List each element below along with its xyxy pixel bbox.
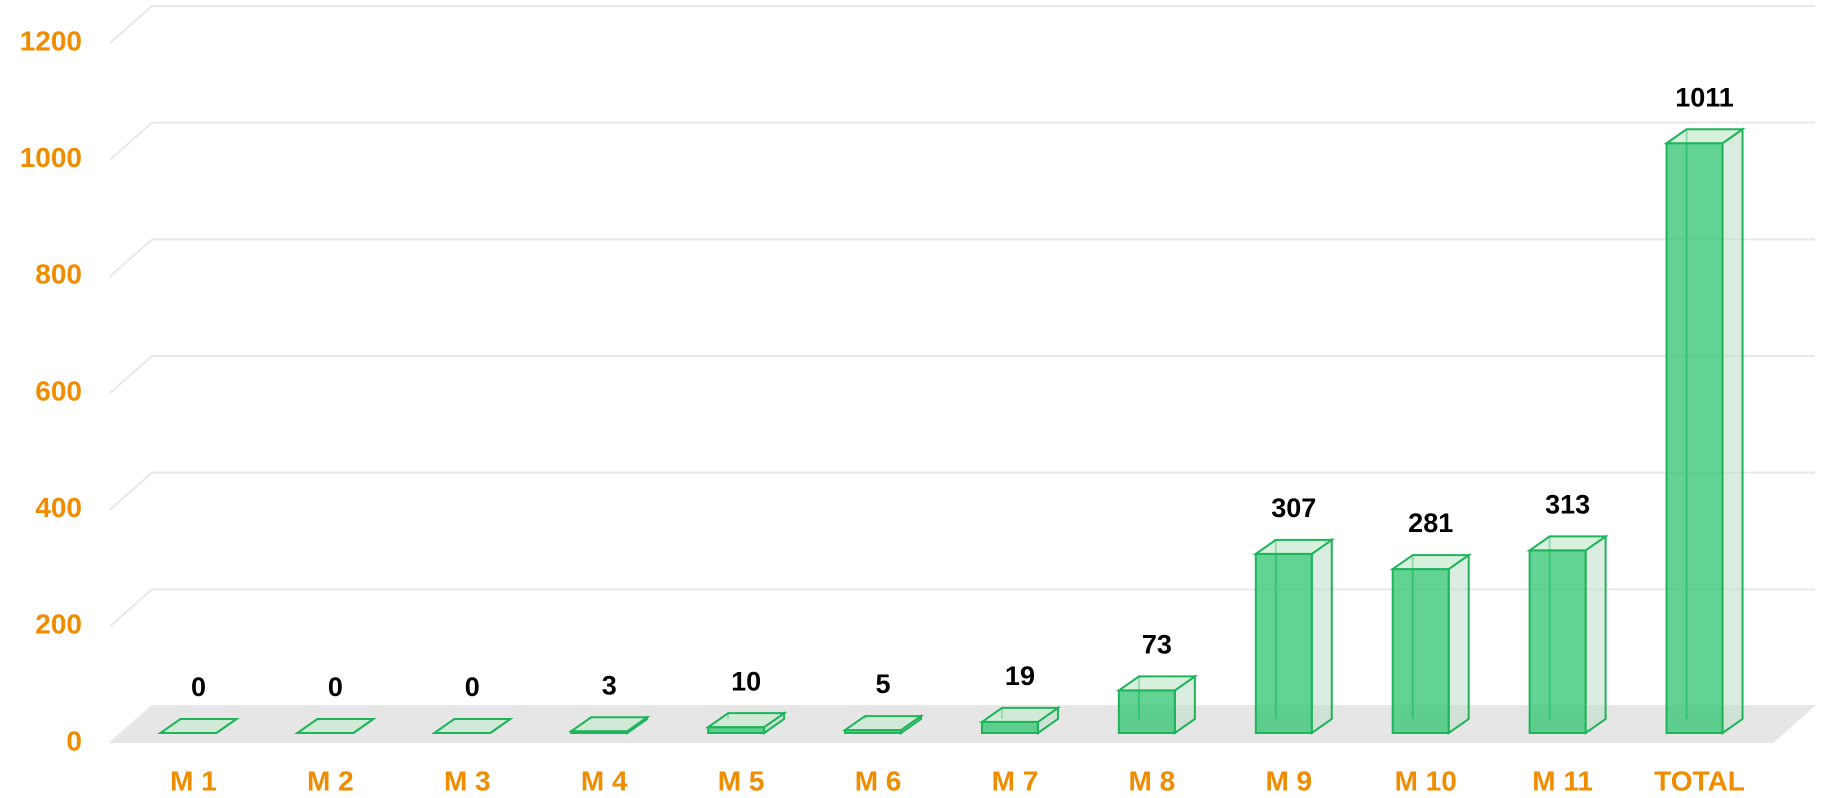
bar-top	[294, 718, 377, 734]
value-label: 307	[1271, 493, 1316, 523]
bar	[1665, 142, 1724, 734]
value-label: 73	[1142, 630, 1172, 660]
bar-top	[568, 716, 651, 733]
y-tick-label: 800	[35, 259, 82, 290]
x-tick-label: TOTAL	[1654, 765, 1745, 796]
value-label: 3	[602, 670, 617, 700]
grid-line	[109, 121, 153, 161]
value-label: 0	[465, 672, 480, 702]
x-tick-label: M 8	[1129, 765, 1176, 796]
x-tick-label: M 11	[1532, 765, 1593, 796]
value-label: 313	[1545, 490, 1590, 520]
x-tick-label: M 5	[718, 765, 765, 796]
value-label: 19	[1005, 661, 1035, 691]
y-tick-label: 200	[35, 609, 82, 640]
x-tick-label: M 10	[1395, 765, 1457, 796]
bar-top	[157, 718, 240, 734]
y-tick-label: 1000	[20, 142, 82, 173]
grid-line	[109, 588, 153, 628]
bar-side	[1447, 553, 1470, 735]
bar-side	[1310, 537, 1333, 735]
bar-top	[1389, 554, 1472, 571]
bar-side	[1721, 127, 1744, 735]
bar-side	[1584, 534, 1607, 735]
bar-top	[841, 715, 925, 732]
x-tick-label: M 3	[444, 765, 491, 796]
bar-top	[704, 712, 788, 729]
bar	[1117, 689, 1176, 735]
bar	[1528, 549, 1587, 735]
x-tick-label: M 2	[307, 765, 354, 796]
bar	[980, 720, 1039, 735]
value-label: 281	[1408, 508, 1453, 538]
bar-top	[431, 718, 514, 734]
grid-line	[109, 355, 153, 394]
value-label: 10	[731, 666, 761, 696]
value-label: 0	[328, 672, 343, 702]
x-tick-label: M 1	[170, 765, 217, 796]
bar	[1391, 568, 1450, 734]
bar-top	[1115, 675, 1199, 692]
bar	[1254, 552, 1313, 735]
y-tick-label: 1200	[20, 25, 82, 56]
value-label: 0	[191, 672, 206, 702]
grid-line	[109, 471, 153, 511]
y-tick-label: 600	[35, 375, 82, 406]
y-tick-label: 0	[66, 725, 82, 756]
value-label: 5	[876, 669, 891, 699]
x-tick-label: M 9	[1265, 765, 1312, 796]
x-tick-label: M 6	[855, 765, 902, 796]
x-tick-label: M 4	[581, 765, 628, 796]
grid-line	[109, 5, 153, 44]
floor	[110, 706, 1815, 743]
y-tick-label: 400	[35, 492, 82, 523]
bar-top	[1252, 538, 1335, 555]
bar-top	[1663, 128, 1746, 145]
grid-line	[109, 705, 153, 744]
bar-top	[978, 706, 1062, 723]
bar-top	[1526, 535, 1609, 552]
grid-line	[109, 238, 153, 278]
value-label: 1011	[1675, 82, 1734, 112]
x-tick-label: M 7	[992, 765, 1039, 796]
